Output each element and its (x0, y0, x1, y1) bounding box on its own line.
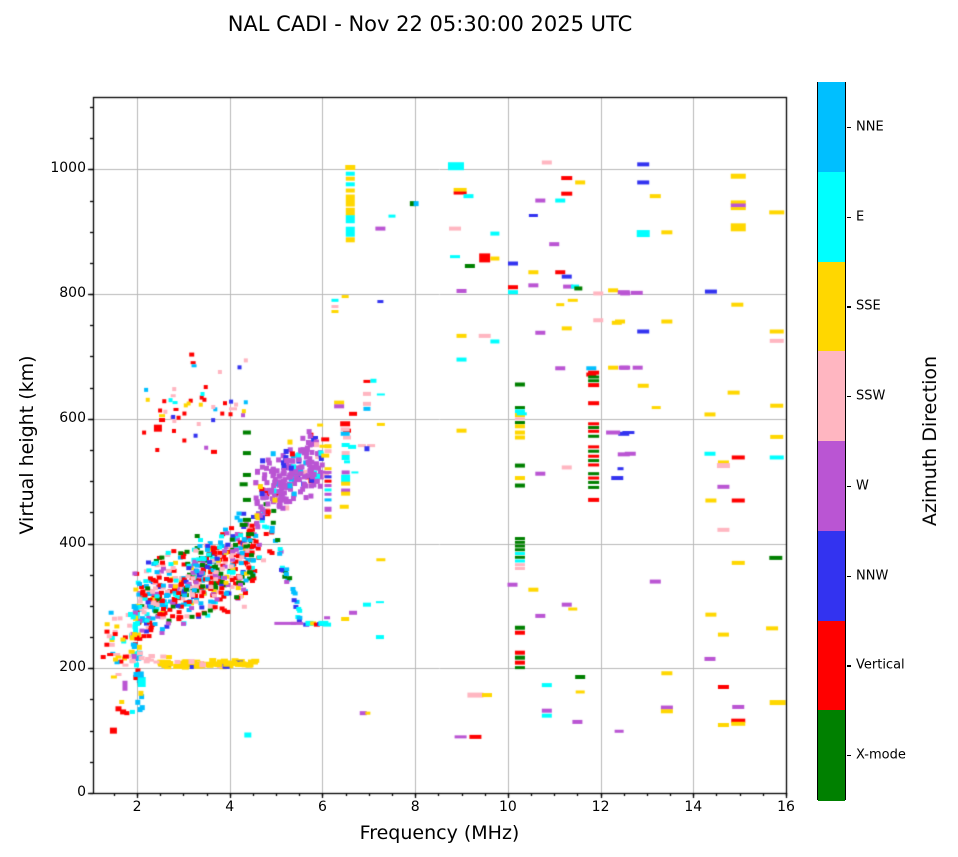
x-tick-label: 2 (132, 799, 142, 815)
y-tick-label: 400 (59, 534, 86, 551)
colorbar-block-SSE (818, 261, 845, 353)
colorbar-block-V (818, 620, 845, 712)
colorbar-block-NNE (818, 82, 845, 173)
colorbar-tick (847, 126, 851, 129)
colorbar-category-label: E (856, 209, 865, 225)
colorbar-block-W (818, 441, 845, 532)
colorbar-block-E (818, 171, 845, 263)
colorbar-category-label: Vertical (856, 657, 905, 673)
colorbar-block-NNW (818, 530, 845, 622)
y-tick-label: 200 (59, 659, 86, 676)
colorbar-tick (847, 396, 851, 398)
colorbar-tick (847, 306, 851, 308)
x-tick-label: 16 (777, 799, 795, 815)
colorbar-category-label: SSW (856, 388, 886, 404)
colorbar-category-label: NNW (856, 568, 889, 584)
colorbar-tick (847, 575, 851, 577)
x-tick-label: 8 (410, 799, 420, 815)
y-axis-label: Virtual height (km) (16, 355, 38, 535)
colorbar-category-label: X-mode (856, 747, 906, 763)
y-tick-label: 600 (59, 409, 86, 426)
x-tick-label: 4 (225, 799, 235, 815)
colorbar-category-label: SSE (856, 298, 881, 314)
chart-title: NAL CADI - Nov 22 05:30:00 2025 UTC (227, 12, 633, 36)
colorbar-block-X (818, 710, 845, 801)
y-tick-label: 800 (59, 285, 86, 302)
y-tick-label: 0 (77, 784, 86, 800)
colorbar-tick (847, 216, 851, 218)
x-tick-label: 10 (498, 799, 517, 815)
x-tick-label: 12 (591, 799, 610, 815)
x-tick-label: 6 (317, 799, 327, 815)
colorbar-block-SSW (818, 351, 845, 442)
y-tick-label: 1000 (50, 160, 86, 177)
colorbar (817, 82, 846, 801)
colorbar-category-label: NNE (856, 119, 884, 135)
x-axis-label: Frequency (MHz) (359, 822, 520, 844)
colorbar-category-label: W (856, 478, 869, 494)
colorbar-tick (847, 755, 851, 757)
colorbar-tick (847, 485, 851, 488)
x-tick-label: 14 (684, 799, 703, 815)
colorbar-tick (847, 665, 851, 667)
colorbar-label: Azimuth Direction (919, 355, 941, 527)
